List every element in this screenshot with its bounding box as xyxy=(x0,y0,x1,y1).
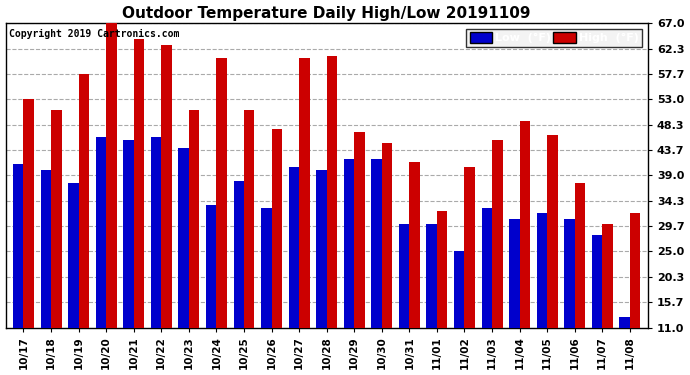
Legend: Low  (°F), High  (°F): Low (°F), High (°F) xyxy=(466,28,642,47)
Bar xyxy=(151,137,161,375)
Bar xyxy=(161,45,172,375)
Bar xyxy=(371,159,382,375)
Bar xyxy=(41,170,51,375)
Bar xyxy=(620,316,630,375)
Bar xyxy=(288,167,299,375)
Bar xyxy=(244,110,255,375)
Bar xyxy=(179,148,189,375)
Bar xyxy=(217,58,227,375)
Bar xyxy=(454,251,464,375)
Bar xyxy=(68,183,79,375)
Bar xyxy=(537,213,547,375)
Bar xyxy=(316,170,326,375)
Bar xyxy=(547,135,558,375)
Bar xyxy=(233,181,244,375)
Bar xyxy=(592,235,602,375)
Bar xyxy=(106,18,117,375)
Bar xyxy=(13,165,23,375)
Bar xyxy=(344,159,354,375)
Bar xyxy=(409,162,420,375)
Bar xyxy=(51,110,61,375)
Bar xyxy=(354,132,365,375)
Bar xyxy=(272,129,282,375)
Bar xyxy=(96,137,106,375)
Bar xyxy=(399,224,409,375)
Bar xyxy=(520,121,530,375)
Text: Copyright 2019 Cartronics.com: Copyright 2019 Cartronics.com xyxy=(9,29,179,39)
Bar xyxy=(437,211,447,375)
Title: Outdoor Temperature Daily High/Low 20191109: Outdoor Temperature Daily High/Low 20191… xyxy=(122,6,531,21)
Bar xyxy=(189,110,199,375)
Bar xyxy=(426,224,437,375)
Bar xyxy=(482,208,492,375)
Bar xyxy=(299,58,310,375)
Bar xyxy=(134,39,144,375)
Bar xyxy=(509,219,520,375)
Bar xyxy=(564,219,575,375)
Bar xyxy=(124,140,134,375)
Bar xyxy=(206,205,217,375)
Bar xyxy=(602,224,613,375)
Bar xyxy=(326,56,337,375)
Bar xyxy=(630,213,640,375)
Bar xyxy=(492,140,502,375)
Bar xyxy=(79,74,89,375)
Bar xyxy=(464,167,475,375)
Bar xyxy=(382,143,393,375)
Bar xyxy=(575,183,585,375)
Bar xyxy=(23,99,34,375)
Bar xyxy=(261,208,272,375)
